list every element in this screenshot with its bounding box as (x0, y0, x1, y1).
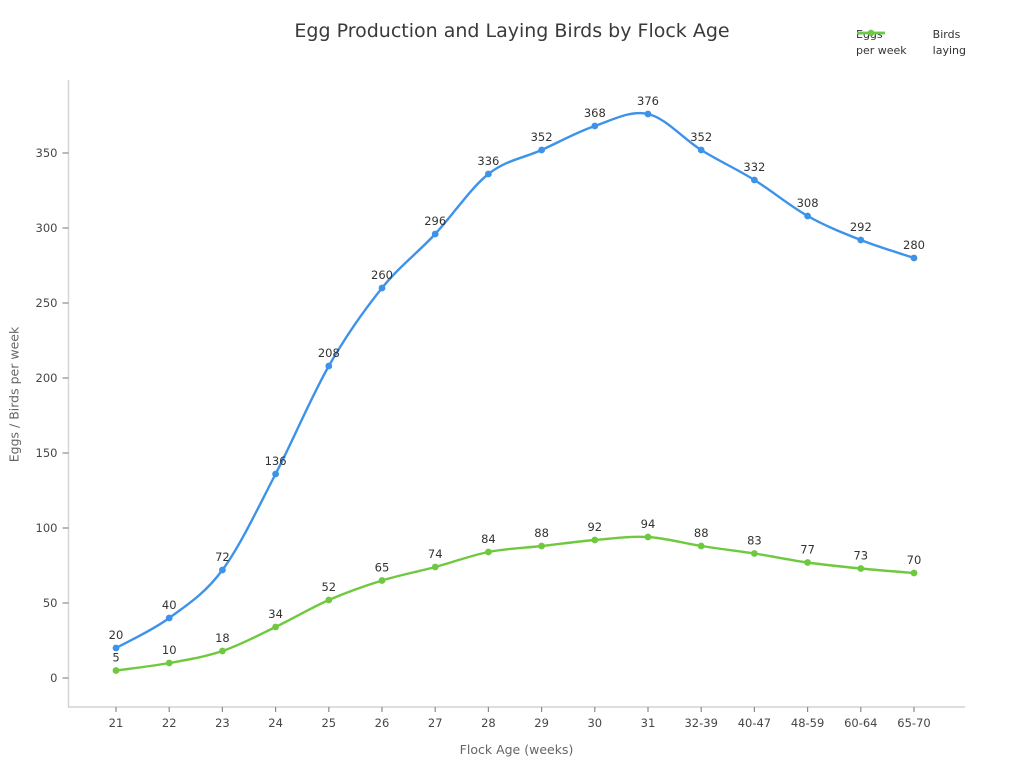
x-axis-title: Flock Age (weeks) (459, 742, 574, 757)
value-label: 70 (907, 553, 922, 567)
value-label: 5 (112, 651, 119, 665)
value-label: 74 (428, 547, 443, 561)
value-label: 208 (318, 346, 340, 360)
x-tick-label: 28 (481, 716, 496, 730)
value-label: 73 (853, 549, 868, 563)
value-label: 368 (584, 106, 606, 120)
value-label: 65 (375, 561, 390, 575)
x-tick-label: 32-39 (684, 716, 717, 730)
value-label: 88 (694, 526, 709, 540)
legend-marker-icon (857, 29, 885, 37)
eggs-per-week-point (325, 362, 333, 370)
value-label: 260 (371, 268, 393, 282)
eggs-per-week-point (697, 146, 705, 154)
value-label: 84 (481, 532, 496, 546)
birds-laying-point (697, 542, 705, 550)
eggs-per-week-point (804, 212, 811, 220)
birds-laying-point (165, 659, 173, 667)
value-label: 18 (215, 631, 230, 645)
value-label: 352 (531, 130, 553, 144)
value-label: 40 (162, 598, 177, 612)
eggs-per-week-point (857, 236, 865, 244)
x-tick-label: 65-70 (897, 716, 930, 730)
value-label: 72 (215, 550, 230, 564)
birds-laying-point (112, 667, 120, 674)
y-tick-label: 350 (36, 146, 58, 160)
y-tick-label: 100 (36, 521, 58, 535)
legend-entry: Birds laying (857, 27, 966, 59)
value-label: 77 (800, 543, 815, 557)
eggs-per-week-point (591, 122, 599, 130)
value-label: 332 (743, 160, 765, 174)
eggs-per-week-point (431, 230, 439, 238)
birds-laying-point (591, 536, 599, 544)
eggs-per-week-point (485, 170, 492, 178)
birds-laying-point (538, 542, 545, 550)
x-tick-label: 23 (215, 716, 230, 730)
y-tick-label: 200 (36, 371, 58, 385)
eggs-per-week-point (910, 254, 918, 262)
x-tick-label: 30 (587, 716, 602, 730)
value-label: 352 (690, 130, 712, 144)
y-tick-label: 250 (36, 296, 58, 310)
eggs-per-week-point (644, 110, 652, 118)
value-label: 296 (424, 214, 446, 228)
value-label: 34 (268, 607, 283, 621)
x-tick-label: 29 (534, 716, 549, 730)
eggs-per-week-point (378, 284, 386, 292)
x-tick-label: 24 (268, 716, 283, 730)
y-tick-label: 0 (50, 671, 57, 685)
x-tick-label: 21 (109, 716, 124, 730)
birds-laying-point (751, 550, 758, 557)
value-label: 83 (747, 534, 762, 548)
value-label: 336 (477, 154, 499, 168)
x-tick-label: 40-47 (738, 716, 771, 730)
eggs-per-week-point (112, 644, 120, 652)
birds-laying-point (378, 577, 386, 584)
birds-laying-line (114, 535, 916, 672)
legend-label: Birds laying (932, 28, 966, 57)
x-tick-label: 25 (321, 716, 336, 730)
eggs-per-week-point (165, 614, 173, 622)
value-label: 52 (321, 580, 336, 594)
value-label: 280 (903, 238, 925, 252)
birds-laying-point (431, 563, 439, 571)
birds-laying-point (485, 548, 492, 556)
x-tick-label: 48-59 (791, 716, 824, 730)
birds-laying-point (325, 596, 333, 604)
chart-title: Egg Production and Laying Birds by Flock… (294, 20, 730, 42)
birds-laying-point (910, 569, 918, 577)
birds-laying-point (219, 647, 226, 655)
birds-laying-point (644, 533, 652, 541)
y-tick-label: 50 (43, 596, 58, 610)
birds-laying-point (272, 623, 279, 631)
value-label: 292 (850, 220, 872, 234)
birds-laying-point (804, 559, 811, 566)
value-label: 88 (534, 526, 549, 540)
x-tick-label: 31 (641, 716, 656, 730)
x-tick-label: 60-64 (844, 716, 877, 730)
eggs-per-week-point (272, 470, 279, 478)
birds-laying-point (857, 565, 865, 572)
x-tick-label: 22 (162, 716, 177, 730)
x-tick-label: 27 (428, 716, 443, 730)
value-label: 94 (641, 517, 656, 531)
value-label: 136 (265, 454, 287, 468)
eggs-per-week-line (114, 111, 916, 650)
eggs-per-week-point (751, 176, 758, 184)
y-tick-label: 150 (36, 446, 58, 460)
value-label: 10 (162, 643, 177, 657)
x-tick-label: 26 (375, 716, 390, 730)
value-label: 20 (109, 628, 124, 642)
value-label: 308 (797, 196, 819, 210)
value-label: 92 (587, 520, 602, 534)
eggs-per-week-point (538, 146, 545, 154)
eggs-per-week-point (219, 566, 226, 574)
value-label: 376 (637, 94, 659, 108)
y-tick-label: 300 (36, 221, 58, 235)
